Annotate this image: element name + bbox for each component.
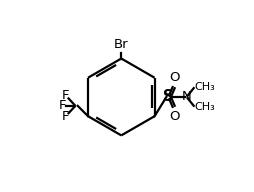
Text: O: O: [170, 71, 180, 84]
Text: CH₃: CH₃: [195, 102, 216, 112]
Text: CH₃: CH₃: [195, 82, 216, 92]
Text: N: N: [181, 90, 191, 103]
Text: F: F: [61, 110, 69, 123]
Text: F: F: [58, 99, 66, 112]
Text: S: S: [163, 89, 174, 104]
Text: Br: Br: [114, 38, 129, 51]
Text: O: O: [170, 110, 180, 123]
Text: F: F: [61, 89, 69, 102]
